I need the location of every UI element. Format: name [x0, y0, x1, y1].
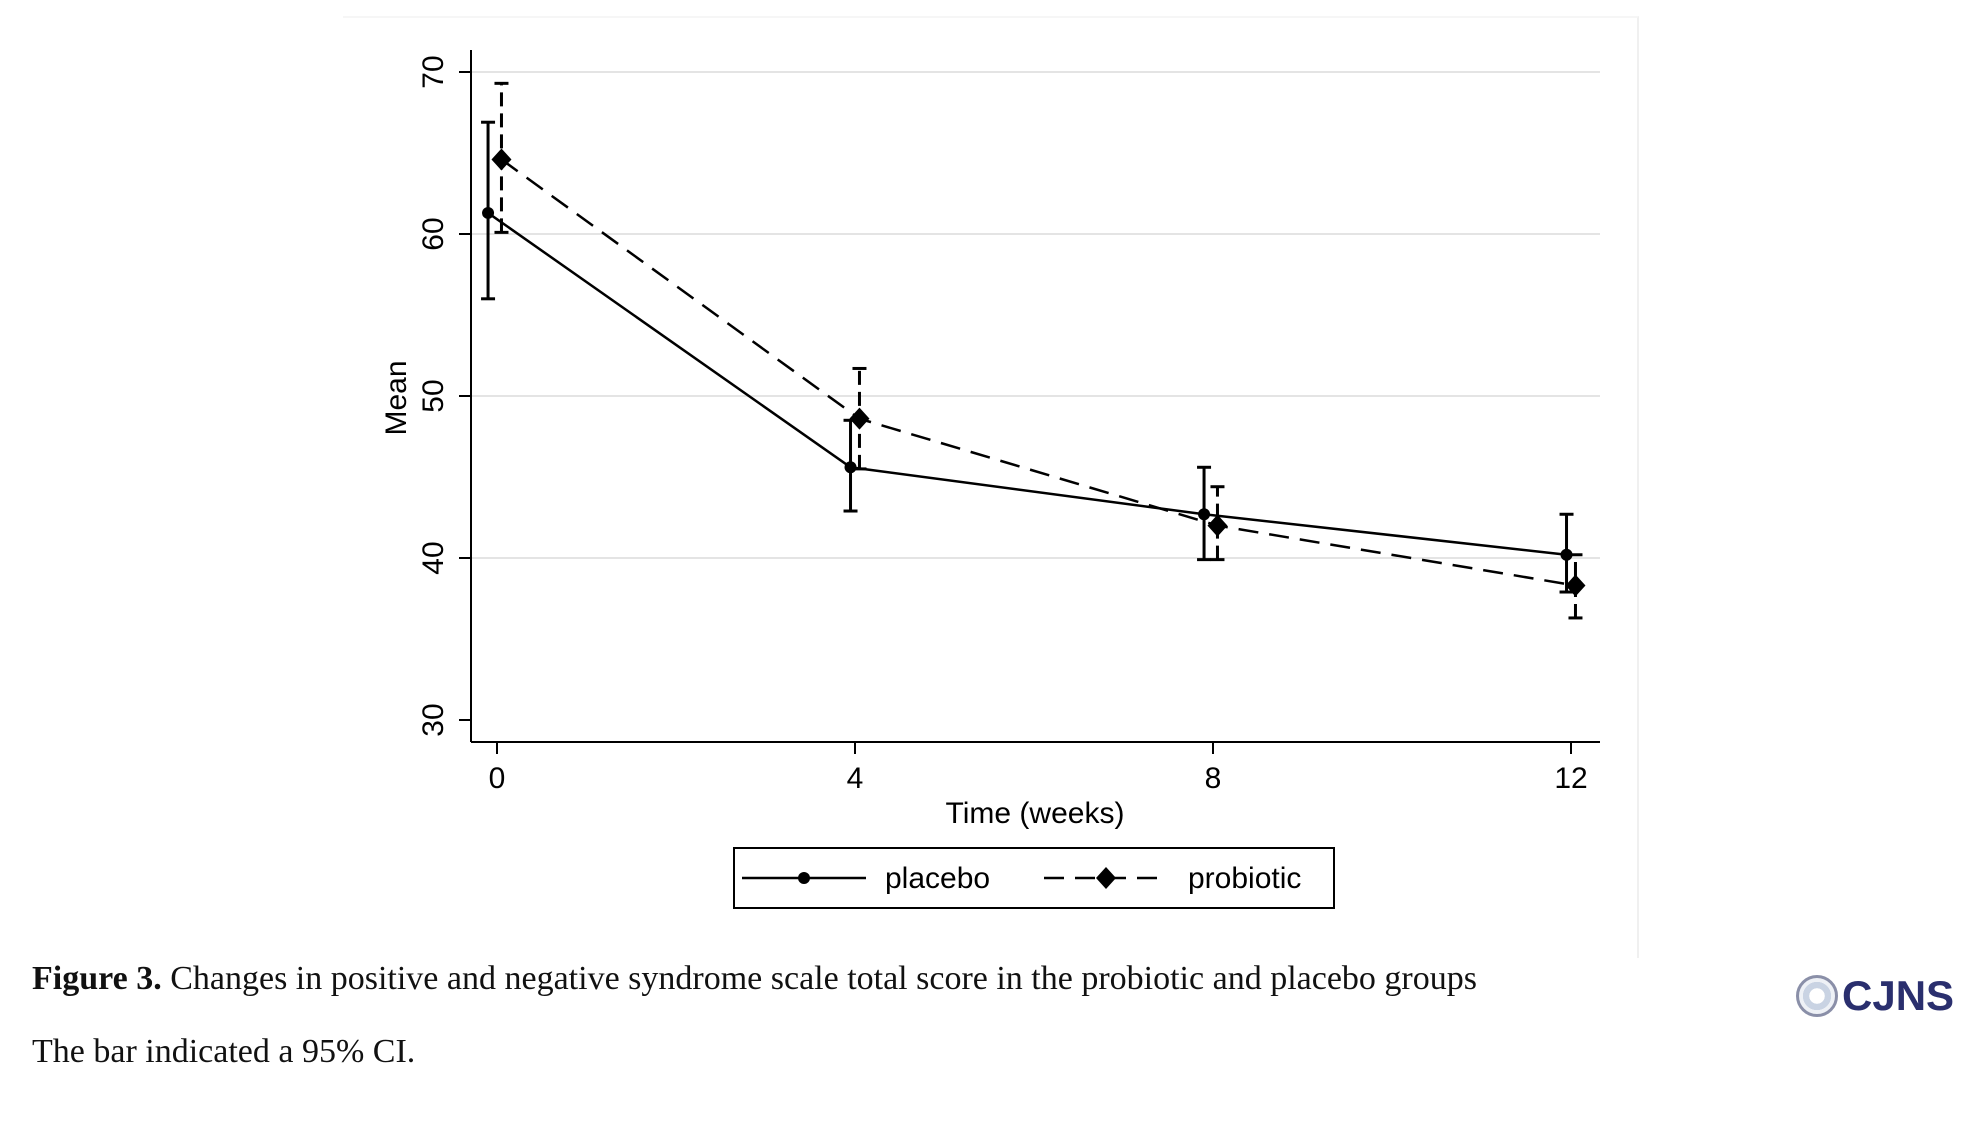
figure-caption: Figure 3. Changes in positive and negati…	[32, 960, 1752, 998]
caption-label: Figure 3.	[32, 960, 162, 997]
placebo-point-1	[844, 461, 857, 474]
y-tick-label-40: 40	[417, 541, 450, 574]
x-tick-label-12: 12	[1554, 762, 1587, 795]
x-ticks: 0 4 8 12	[489, 742, 1588, 795]
legend-item-probiotic: probiotic	[1044, 862, 1301, 895]
probiotic-point-3	[1565, 574, 1586, 597]
journal-seal-icon	[1796, 975, 1838, 1017]
legend-item-placebo: placebo	[742, 862, 990, 895]
x-axis-title: Time (weeks)	[946, 797, 1125, 830]
probiotic-point-2	[1207, 514, 1228, 537]
y-ticks: 30 40 50 60 70	[417, 55, 471, 737]
x-tick-label-0: 0	[489, 762, 506, 795]
probiotic-point-1	[849, 407, 870, 430]
caption-text: Changes in positive and negative syndrom…	[161, 960, 1477, 997]
caption-note: The bar indicated a 95% CI.	[32, 1033, 416, 1070]
placebo-point-3	[1560, 548, 1573, 561]
legend-label-placebo: placebo	[885, 862, 990, 895]
journal-logo: CJNS	[1796, 968, 1954, 1024]
series-placebo	[481, 120, 1574, 594]
x-tick-label-8: 8	[1205, 762, 1222, 795]
placebo-point-2	[1198, 508, 1211, 521]
journal-logo-text: CJNS	[1842, 972, 1955, 1019]
legend-label-probiotic: probiotic	[1188, 862, 1301, 895]
x-tick-label-4: 4	[847, 762, 864, 795]
probiotic-point-0	[491, 148, 512, 171]
legend-marker-placebo	[798, 872, 810, 884]
legend: placebo probiotic	[733, 847, 1335, 909]
probiotic-line	[500, 158, 1576, 587]
y-axis-title: Mean	[380, 360, 413, 435]
y-tick-label-70: 70	[417, 55, 450, 88]
y-tick-label-60: 60	[417, 217, 450, 250]
series-probiotic	[491, 81, 1586, 620]
placebo-line	[487, 211, 1567, 557]
y-tick-label-30: 30	[417, 703, 450, 736]
legend-marker-probiotic	[1096, 867, 1116, 889]
gridlines	[471, 71, 1600, 559]
placebo-point-0	[482, 206, 495, 219]
y-tick-label-50: 50	[417, 379, 450, 412]
series	[481, 81, 1586, 620]
